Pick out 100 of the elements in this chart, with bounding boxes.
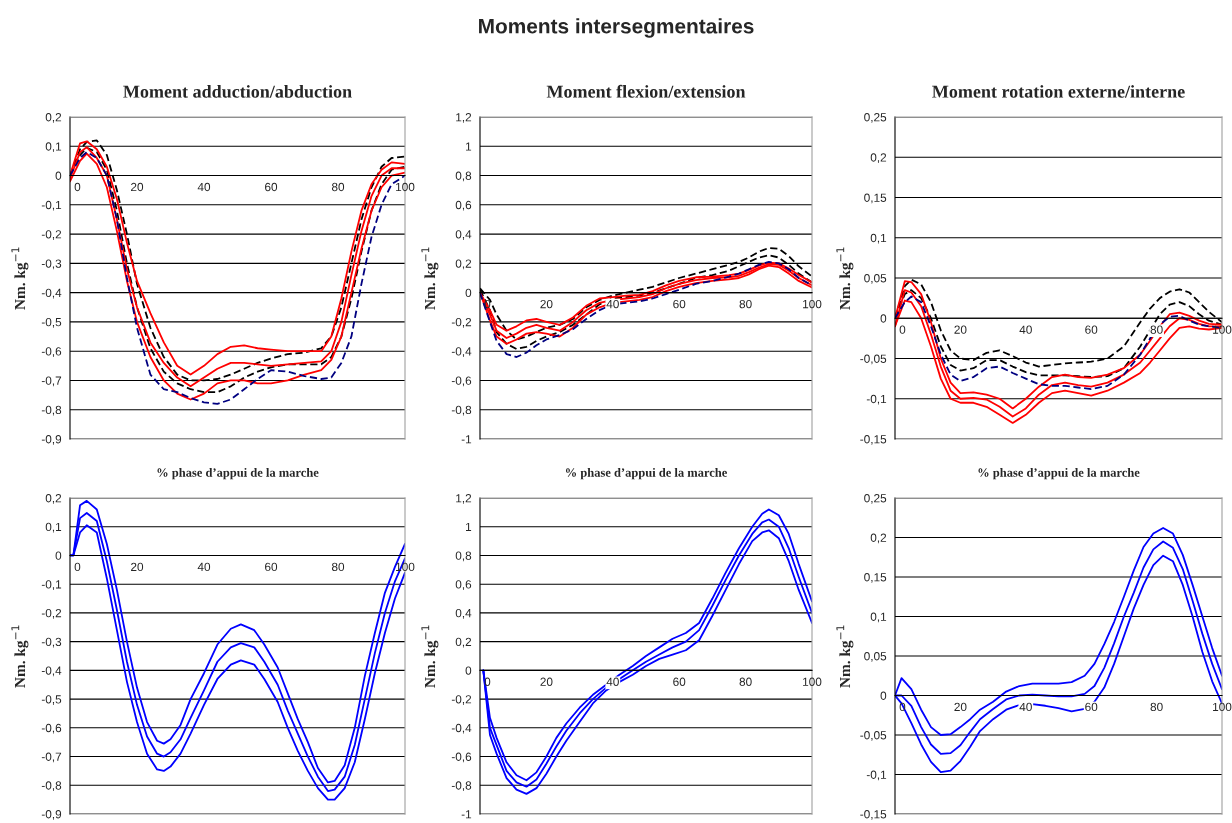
x-tick-label: 80 — [1150, 325, 1163, 334]
x-tick-label: 80 — [331, 562, 345, 572]
y-tick-label: 0,1 — [45, 522, 62, 533]
y-tick-label: 1 — [466, 142, 472, 151]
y-tick-label: 0,15 — [864, 193, 887, 204]
y-tick-label: -1 — [461, 810, 472, 819]
y-axis-title: Nm. kg$^{−1}$ — [836, 247, 854, 310]
chart-title: Moment flexion/extension — [546, 84, 746, 98]
y-tick-label: 0,8 — [455, 551, 472, 562]
y-tick-label: 0,2 — [455, 637, 472, 648]
y-tick-label: 0 — [880, 314, 887, 323]
y-tick-label: -0,15 — [860, 435, 887, 445]
x-tick-label: 100 — [803, 299, 822, 309]
y-tick-label: -0,05 — [860, 354, 887, 365]
x-tick-label: 60 — [1085, 325, 1098, 334]
y-tick-label: -0,7 — [41, 376, 62, 387]
y-tick-label: 0,1 — [870, 612, 887, 623]
y-tick-label: -0,4 — [451, 723, 472, 734]
y-tick-label: 1,2 — [456, 494, 472, 504]
x-tick-label: 40 — [606, 677, 619, 686]
y-axis-title: Nm. kg$^{−1}$ — [421, 247, 439, 310]
y-axis-title: Nm. kg$^{−1}$ — [11, 247, 29, 310]
y-tick-label: 0,2 — [870, 153, 887, 164]
y-tick-label: -0,2 — [451, 317, 472, 328]
chart-title: Moment adduction/abduction — [123, 85, 352, 98]
y-tick-label: 0 — [55, 551, 62, 560]
y-tick-label: 0,2 — [45, 113, 62, 123]
x-tick-label: 40 — [1019, 702, 1032, 712]
x-tick-label: 20 — [131, 562, 144, 572]
x-tick-label: 80 — [739, 677, 752, 686]
y-tick-label: 0,4 — [455, 608, 472, 619]
y-tick-label: 0,1 — [870, 233, 887, 244]
y-tick-label: -0,2 — [41, 608, 62, 619]
y-tick-label: -0,4 — [451, 347, 472, 357]
y-tick-label: 0 — [880, 691, 887, 700]
y-tick-label: 1,2 — [456, 113, 472, 123]
x-tick-label: 0 — [74, 562, 81, 572]
x-tick-label: 60 — [265, 562, 278, 572]
x-tick-label: 80 — [331, 182, 345, 192]
y-tick-label: -0,6 — [451, 376, 472, 387]
x-axis-title: % phase d’appui de la marche — [157, 467, 319, 480]
x-tick-label: 80 — [739, 299, 752, 309]
x-tick-label: 100 — [803, 677, 822, 686]
y-tick-label: -0,2 — [451, 695, 472, 705]
x-tick-label: 0 — [484, 299, 491, 309]
y-tick-label: 0,2 — [45, 494, 62, 504]
chart-title: Moment rotation externe/interne — [932, 85, 1185, 98]
y-tick-label: -0,5 — [41, 695, 62, 705]
x-tick-label: 80 — [1150, 702, 1163, 712]
y-axis-title: Nm. kg$^{−1}$ — [11, 625, 29, 688]
y-tick-label: -0,1 — [866, 770, 887, 781]
x-tick-label: 20 — [540, 677, 553, 686]
text: Moments intersegmentaires — [479, 18, 754, 38]
y-tick-label: -0,2 — [41, 230, 62, 240]
x-axis-title: % phase d’appui de la marche — [978, 467, 1140, 480]
x-tick-label: 60 — [673, 299, 686, 309]
x-tick-label: 40 — [197, 562, 211, 572]
x-axis-title: % phase d’appui de la marche — [565, 467, 727, 480]
x-tick-label: 100 — [396, 182, 415, 192]
x-tick-label: 20 — [540, 299, 553, 309]
y-tick-label: -0,8 — [451, 781, 472, 792]
y-tick-label: 0,2 — [455, 259, 472, 270]
y-tick-label: -0,9 — [41, 810, 62, 820]
y-tick-label: -0,6 — [41, 723, 62, 734]
x-tick-label: 40 — [1019, 325, 1032, 334]
y-tick-label: 0,15 — [864, 573, 887, 583]
x-tick-label: 40 — [197, 182, 211, 192]
y-tick-label: 0,25 — [864, 113, 887, 123]
y-tick-label: -0,8 — [41, 405, 62, 416]
y-tick-label: 1 — [466, 522, 472, 531]
y-tick-label: 0,8 — [455, 171, 472, 182]
y-tick-label: -0,5 — [41, 317, 62, 328]
x-tick-label: 40 — [606, 299, 619, 309]
y-tick-label: 0,05 — [864, 274, 887, 284]
y-tick-label: 0,05 — [864, 652, 887, 662]
y-tick-label: -0,7 — [41, 752, 62, 763]
x-tick-label: 60 — [1085, 702, 1098, 712]
x-tick-label: 60 — [673, 677, 686, 686]
y-axis-title: Nm. kg$^{−1}$ — [421, 625, 439, 688]
y-tick-label: 0,6 — [455, 580, 472, 590]
y-tick-label: -0,3 — [41, 259, 62, 270]
y-tick-label: -0,3 — [41, 637, 62, 648]
x-tick-label: 0 — [74, 182, 81, 192]
y-tick-label: 0,25 — [864, 494, 887, 504]
y-tick-label: 0,4 — [455, 230, 472, 240]
y-tick-label: -0,6 — [41, 347, 62, 357]
x-tick-label: 20 — [131, 182, 144, 192]
y-tick-label: 0,2 — [870, 533, 887, 544]
y-axis-title: Nm. kg$^{−1}$ — [836, 625, 854, 688]
y-tick-label: -0,4 — [41, 288, 62, 299]
y-tick-label: -0,1 — [41, 580, 62, 590]
y-tick-label: 0 — [55, 171, 62, 180]
y-tick-label: 0 — [465, 666, 472, 675]
x-tick-label: 20 — [954, 325, 967, 334]
y-tick-label: -0,8 — [451, 405, 472, 416]
y-tick-label: -0,9 — [41, 435, 62, 445]
y-tick-label: 0 — [465, 288, 472, 298]
y-tick-label: 0,6 — [455, 200, 472, 211]
x-tick-label: 100 — [1213, 702, 1232, 712]
x-tick-label: 20 — [954, 702, 967, 712]
